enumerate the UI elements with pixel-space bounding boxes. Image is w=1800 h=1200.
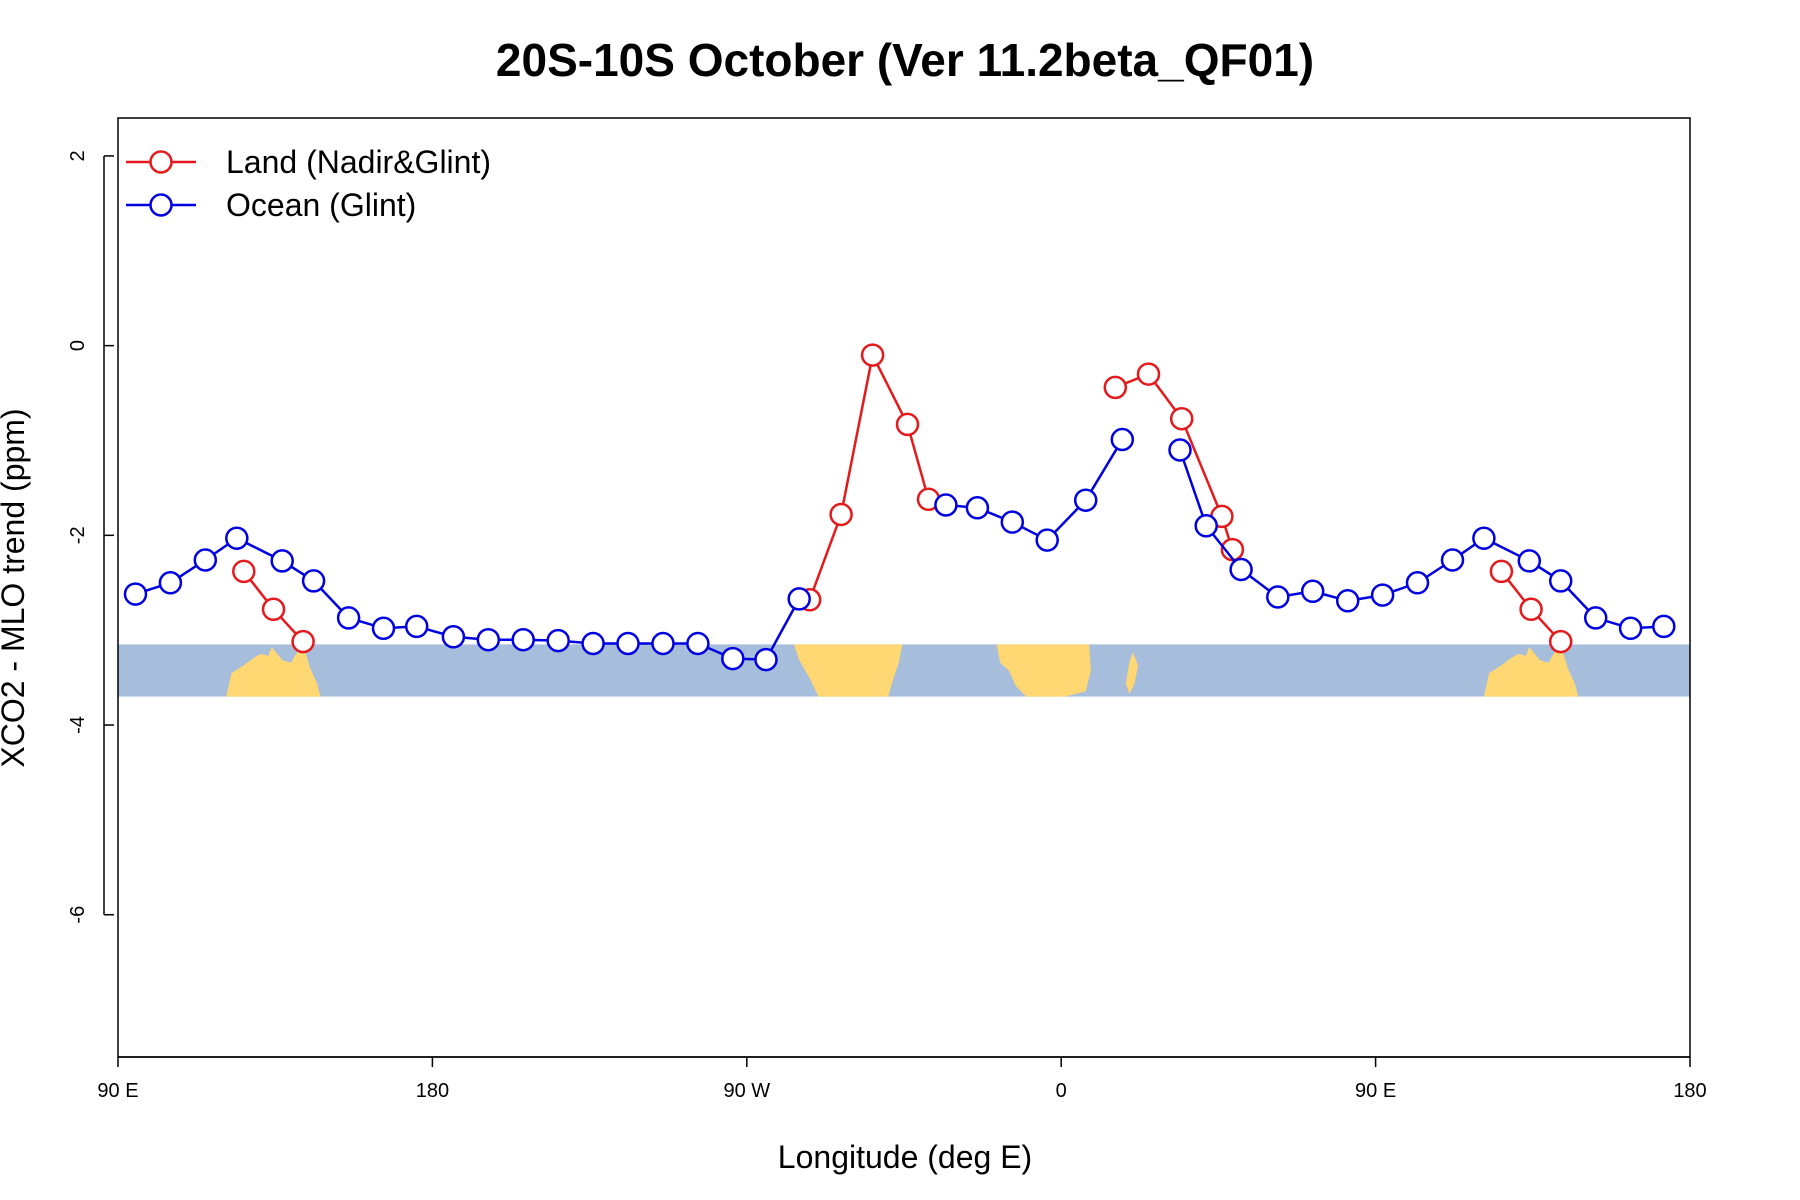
legend-marker <box>149 150 173 174</box>
y-axis: 2 0 -2 -4 -6 <box>67 150 114 924</box>
map-land-australia-repeat <box>1483 644 1579 697</box>
data-point <box>1652 614 1676 639</box>
data-point <box>1194 514 1218 538</box>
legend-label: Land (Nadir&Glint) <box>226 144 491 180</box>
data-point <box>934 493 958 517</box>
series-line <box>808 351 930 601</box>
data-point <box>860 343 885 367</box>
data-point <box>1548 629 1573 654</box>
map-strip <box>118 644 1690 697</box>
data-point <box>651 631 675 656</box>
map-land-madagascar <box>1125 652 1139 694</box>
data-point <box>291 629 315 654</box>
data-point <box>616 631 640 656</box>
data-point <box>1035 528 1059 552</box>
series-line <box>1178 449 1664 630</box>
legend-item: Land (Nadir&Glint) <box>126 144 491 180</box>
data-point <box>1405 571 1430 595</box>
data-point <box>270 549 294 573</box>
y-tick-label: -2 <box>67 526 89 544</box>
y-tick-label: 2 <box>67 150 89 161</box>
map-land-australia <box>226 644 321 697</box>
series-layer <box>123 343 1676 672</box>
data-point <box>1073 488 1098 512</box>
data-point <box>1517 549 1542 573</box>
data-point <box>511 627 535 652</box>
data-point <box>1168 438 1192 462</box>
data-point <box>754 647 778 672</box>
x-tick-label: 0 <box>1056 1080 1067 1102</box>
map-ocean <box>118 644 1690 697</box>
data-point <box>1440 548 1465 572</box>
data-point <box>1110 427 1135 452</box>
data-point <box>1489 559 1514 584</box>
series-line <box>945 438 1124 542</box>
data-point <box>1335 589 1360 613</box>
data-point <box>158 571 183 595</box>
data-point <box>301 569 326 593</box>
x-tick-label: 180 <box>416 1080 449 1102</box>
data-point <box>371 616 396 641</box>
data-point <box>336 606 361 630</box>
data-point <box>1370 583 1395 607</box>
data-point <box>441 625 466 649</box>
map-land-south-america <box>794 644 903 697</box>
data-point <box>404 614 429 639</box>
x-axis: 90 E 180 90 W 0 90 E 180 <box>97 1056 1707 1102</box>
x-tick-label: 180 <box>1673 1080 1706 1102</box>
data-point <box>261 597 286 622</box>
data-point <box>232 559 256 584</box>
data-point <box>225 526 249 550</box>
data-point <box>829 502 853 527</box>
data-point <box>1618 616 1643 641</box>
data-point <box>476 627 501 652</box>
data-point <box>193 548 218 572</box>
data-point <box>1136 362 1161 386</box>
x-tick-label: 90 E <box>1355 1080 1396 1102</box>
data-point <box>721 646 745 671</box>
data-point <box>1300 579 1325 604</box>
data-point <box>1103 375 1128 400</box>
data-point <box>787 587 811 611</box>
data-point <box>965 496 990 520</box>
legend-marker <box>149 193 173 217</box>
x-tick-label: 90 W <box>723 1080 770 1102</box>
series-ocean <box>123 427 1676 672</box>
x-axis-title: Longitude (deg E) <box>778 1139 1032 1175</box>
data-point <box>123 582 148 606</box>
data-point <box>1583 606 1608 630</box>
data-point <box>1548 569 1573 593</box>
data-point <box>686 631 710 656</box>
map-land-africa <box>996 644 1091 697</box>
data-point <box>546 628 570 653</box>
y-tick-label: -6 <box>67 906 89 924</box>
data-point <box>1000 510 1025 534</box>
plot-frame <box>117 117 1691 1058</box>
data-point <box>1169 406 1194 431</box>
data-point <box>1519 597 1543 622</box>
legend: Land (Nadir&Glint) Ocean (Glint) <box>126 144 491 223</box>
data-point <box>1266 585 1290 609</box>
y-tick-label: -4 <box>67 716 89 734</box>
legend-label: Ocean (Glint) <box>226 187 416 223</box>
legend-item: Ocean (Glint) <box>126 187 416 223</box>
y-axis-title: XCO2 - MLO trend (ppm) <box>0 408 31 767</box>
data-point <box>895 412 920 437</box>
data-point <box>1229 557 1253 582</box>
data-point <box>581 631 605 656</box>
chart-title: 20S-10S October (Ver 11.2beta_QF01) <box>496 34 1314 86</box>
series-land <box>232 343 1573 654</box>
y-tick-label: 0 <box>67 340 89 351</box>
x-tick-label: 90 E <box>97 1080 138 1102</box>
data-point <box>1472 526 1496 550</box>
